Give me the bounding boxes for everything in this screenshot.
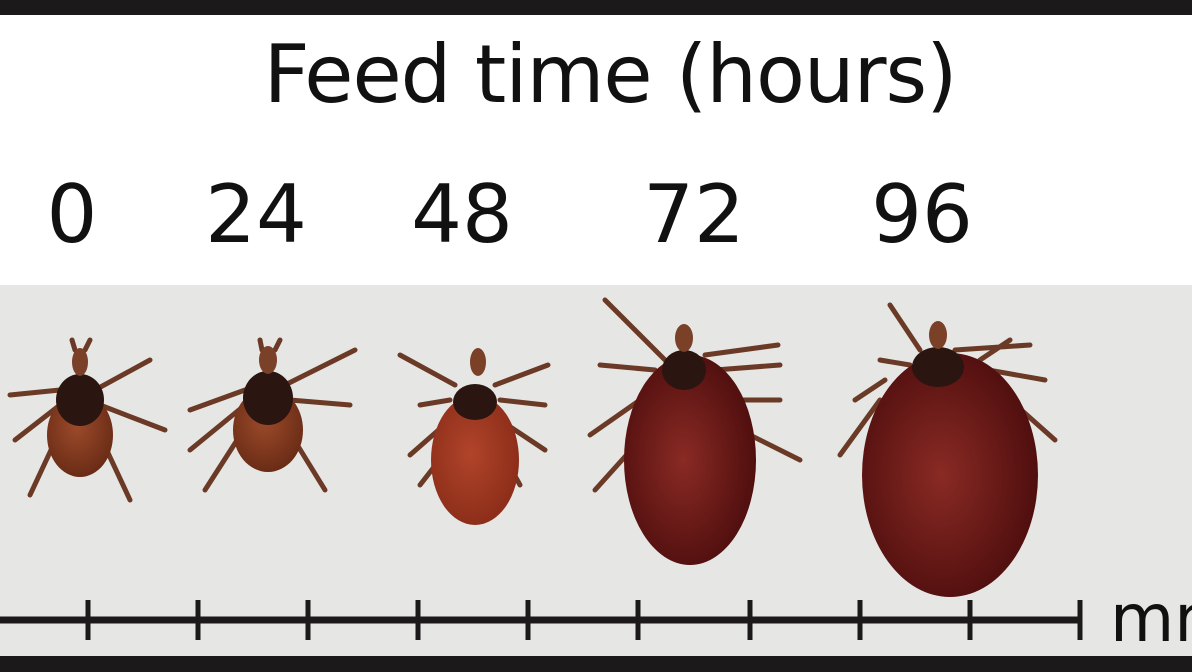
bottom-border (0, 656, 1192, 672)
time-label-48: 48 (411, 168, 513, 261)
tick-96h (837, 302, 1058, 597)
figure-title: Feed time (hours) (263, 28, 958, 121)
scale-bar (0, 600, 1083, 640)
tick-72h (587, 297, 803, 565)
tick-0h (7, 337, 168, 503)
time-label-72: 72 (643, 168, 745, 261)
time-label-24: 24 (205, 168, 307, 261)
header-panel (0, 15, 1192, 285)
time-label-0: 0 (46, 168, 98, 261)
tick-48h (397, 348, 551, 525)
tick-24h (187, 337, 358, 493)
top-border (0, 0, 1192, 15)
scale-unit-label: mm (1110, 580, 1192, 657)
time-label-96: 96 (871, 168, 973, 261)
